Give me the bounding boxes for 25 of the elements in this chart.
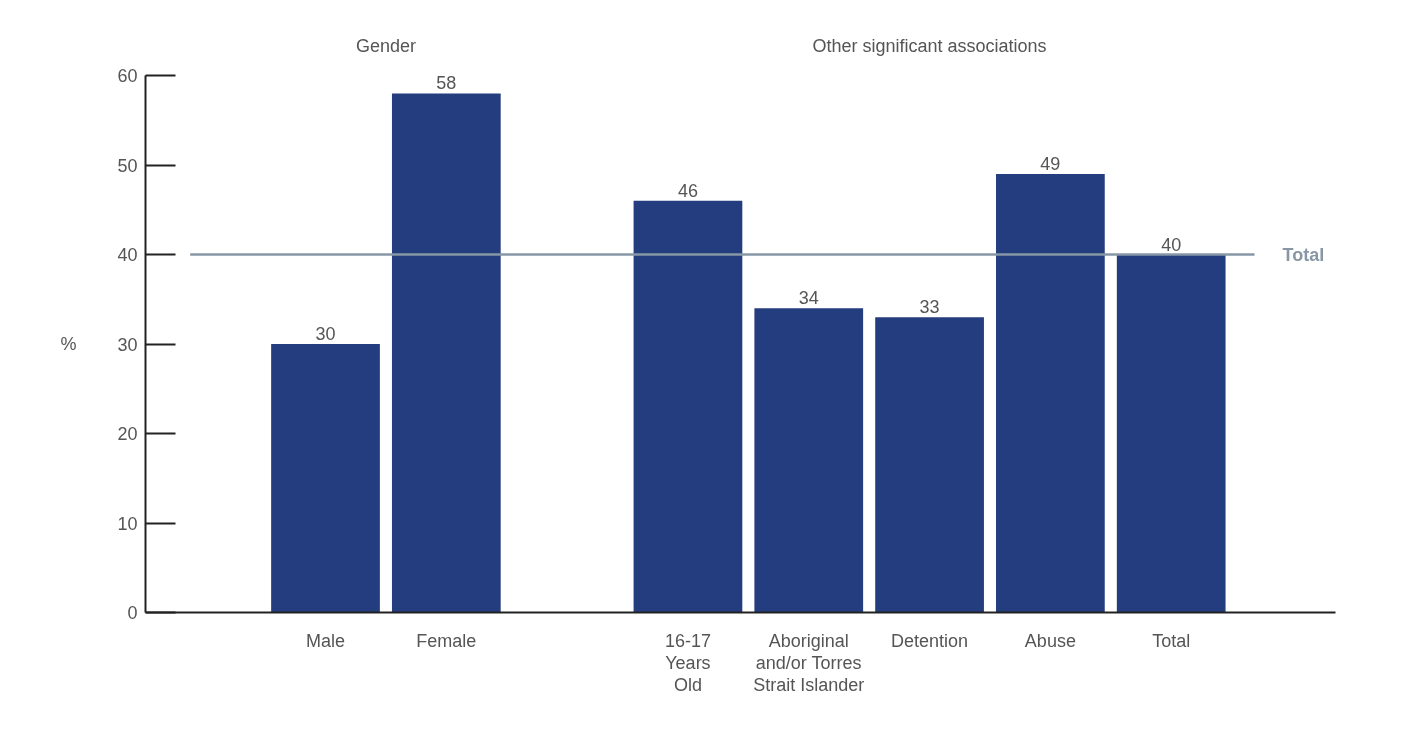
x-tick-label: Aboriginal and/or Torres Strait Islander (753, 630, 865, 695)
y-axis-title: % (60, 334, 77, 354)
y-tick-label: 30 (117, 334, 138, 355)
x-tick-label: Female (416, 630, 477, 651)
y-tick-label: 20 (117, 424, 138, 444)
y-tick-label: 10 (117, 513, 138, 534)
x-tick-label: Male (306, 630, 346, 651)
x-tick-label: Abuse (1024, 630, 1076, 651)
ref-line-label: Total (1282, 244, 1325, 265)
x-tick-label: Total (1152, 630, 1191, 651)
y-tick-label: 0 (127, 603, 138, 623)
data-label: 49 (1040, 153, 1061, 174)
x-tick-label: Detention (891, 630, 969, 651)
data-label: 30 (315, 324, 336, 344)
y-tick-label: 40 (117, 245, 138, 265)
data-label: 40 (1161, 234, 1182, 255)
text: Gender (355, 35, 416, 56)
y-tick-label: 50 (117, 155, 138, 176)
y-tick-label: 60 (117, 66, 138, 86)
data-label: 34 (798, 288, 819, 309)
text: Other significant associations (812, 35, 1047, 56)
data-label: 58 (436, 73, 457, 94)
data-label: 33 (919, 297, 940, 318)
data-label: 46 (677, 180, 698, 201)
x-tick-label: 16-17 Years Old (664, 630, 711, 695)
